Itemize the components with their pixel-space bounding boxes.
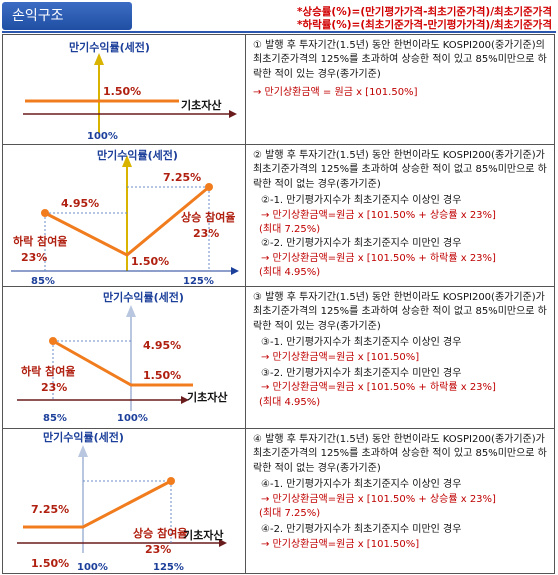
s4-res1: → 만기상환금액=원금 x [101.50% + 상승률 x 23%] <box>261 493 496 505</box>
section-4-chart: 만기수익률(세전) 7.25% 1.50% 상승 참여율 23% 기초자산 10… <box>3 429 246 573</box>
s2-res1: → 만기상환금액=원금 x [101.50% + 상승률 x 23%] <box>261 209 496 221</box>
s2-point-left <box>41 209 49 217</box>
s1-x100: 100% <box>87 131 118 142</box>
section-2-chart: 만기수익률(세전) 7.25% 4.95% 1.50% 상승 참여율 23% 하… <box>3 145 246 287</box>
section-4-chart-svg: 만기수익률(세전) 7.25% 1.50% 상승 참여율 23% 기초자산 10… <box>17 430 227 573</box>
section-1-chart-svg: 만기수익률(세전) 1.50% 기초자산 100% <box>23 40 237 142</box>
s3-sub1: ③-1. 만기평가지수가 최초기준지수 이상인 경우 <box>261 337 462 349</box>
s3-max2: (최대 4.95%) <box>259 396 321 408</box>
section-2: 만기수익률(세전) 7.25% 4.95% 1.50% 상승 참여율 23% 하… <box>3 145 554 287</box>
s2-max2: (최대 4.95%) <box>259 267 321 279</box>
section-3-chart: 만기수익률(세전) 4.95% 1.50% 하락 참여율 23% 기초자산 85… <box>3 287 246 428</box>
s1-xlabel: 기초자산 <box>181 98 221 112</box>
s3-down-rate: 23% <box>41 381 67 394</box>
s4-xlabel: 기초자산 <box>183 528 223 542</box>
section-2-text: ② 발행 후 투자기간(1.5년) 동안 한번이라도 KOSPI200(종가기준… <box>253 149 551 281</box>
s2-res2: → 만기상환금액=원금 x [101.50% + 하락률 x 23%] <box>261 252 496 264</box>
s4-up-label: 상승 참여율 <box>133 526 187 540</box>
s4-flat-label: 1.50% <box>31 557 69 570</box>
s2-payoff-line <box>44 185 210 257</box>
section-1: 만기수익률(세전) 1.50% 기초자산 100% ① 발행 후 투자기간(1.… <box>3 35 554 145</box>
s4-res2: → 만기상환금액=원금 x [101.50%] <box>261 538 420 550</box>
s3-xlabel: 기초자산 <box>187 390 227 404</box>
s2-sub2: ②-2. 만기평가지수가 최초기준지수 미만인 경우 <box>261 238 462 250</box>
s2-down-rate: 23% <box>21 251 47 264</box>
s4-sub2: ④-2. 만기평가지수가 최초기준지수 미만인 경우 <box>261 524 462 536</box>
section-3-chart-svg: 만기수익률(세전) 4.95% 1.50% 하락 참여율 23% 기초자산 85… <box>17 290 227 424</box>
s2-mid-label: 1.50% <box>131 255 169 268</box>
s2-up-label: 상승 참여율 <box>181 210 235 224</box>
page-title: 손익구조 <box>2 2 132 30</box>
s2-point-right <box>205 183 213 191</box>
s3-point-left <box>49 337 57 345</box>
section-4: 만기수익률(세전) 7.25% 1.50% 상승 참여율 23% 기초자산 10… <box>3 429 554 573</box>
s1-rate-label: 1.50% <box>103 85 141 98</box>
s4-condition: ④ 발행 후 투자기간(1.5년) 동안 한번이라도 KOSPI200(종가기준… <box>253 434 547 474</box>
section-2-chart-svg: 만기수익률(세전) 7.25% 4.95% 1.50% 상승 참여율 23% 하… <box>11 148 239 287</box>
s3-ylabel: 만기수익률(세전) <box>103 290 184 304</box>
s2-sub1: ②-1. 만기평가지수가 최초기준지수 이상인 경우 <box>261 195 462 207</box>
s1-y-arrow <box>94 53 104 65</box>
s3-flat-label: 1.50% <box>143 369 181 382</box>
s2-y-arrow <box>122 155 132 167</box>
s2-left-label: 4.95% <box>61 197 99 210</box>
s4-x125: 125% <box>153 562 184 573</box>
section-1-chart: 만기수익률(세전) 1.50% 기초자산 100% <box>3 35 246 144</box>
formula-rise-rate: *상승률(%)=(만기평가가격-최초기준가격)/최초기준가격 <box>296 6 552 18</box>
s2-x-arrow <box>231 267 239 275</box>
s3-y-arrow <box>126 305 136 317</box>
s4-point-right <box>167 477 175 485</box>
s3-payoff-line <box>52 339 193 387</box>
s4-x-arrow <box>219 539 227 547</box>
section-3: 만기수익률(세전) 4.95% 1.50% 하락 참여율 23% 기초자산 85… <box>3 287 554 429</box>
s4-y-arrow <box>78 445 88 457</box>
s4-x100: 100% <box>77 562 108 573</box>
s2-max1: (최대 7.25%) <box>259 224 321 236</box>
s4-payoff-line <box>23 479 172 529</box>
s3-x-arrow <box>181 396 189 404</box>
s4-max1: (최대 7.25%) <box>259 508 321 520</box>
s4-max-label: 7.25% <box>31 503 69 516</box>
s2-condition: ② 발행 후 투자기간(1.5년) 동안 한번이라도 KOSPI200(종가기준… <box>253 150 547 190</box>
s1-ylabel: 만기수익률(세전) <box>69 40 150 54</box>
s3-condition: ③ 발행 후 투자기간(1.5년) 동안 한번이라도 KOSPI200(종가기준… <box>253 292 547 332</box>
s2-x85: 85% <box>31 276 55 287</box>
s3-res2: → 만기상환금액=원금 x [101.50% + 하락률 x 23%] <box>261 382 496 394</box>
s1-x-arrow <box>229 110 237 118</box>
s3-x85: 85% <box>43 413 67 424</box>
s1-result: → 만기상환금액 = 원금 x [101.50%] <box>253 87 418 99</box>
s4-up-rate: 23% <box>145 543 171 556</box>
s1-condition: ① 발행 후 투자기간(1.5년) 동안 한번이라도 KOSPI200(중가기준… <box>253 40 547 80</box>
s3-x100: 100% <box>117 413 148 424</box>
title-divider <box>2 31 556 33</box>
section-1-text: ① 발행 후 투자기간(1.5년) 동안 한번이라도 KOSPI200(중가기준… <box>253 39 551 101</box>
s3-down-label: 하락 참여율 <box>21 364 75 378</box>
section-3-text: ③ 발행 후 투자기간(1.5년) 동안 한번이라도 KOSPI200(종가기준… <box>253 291 551 410</box>
s4-sub1: ④-1. 만기평가지수가 최초기준지수 이상인 경우 <box>261 479 462 491</box>
s3-sub2: ③-2. 만기평가지수가 최초기준지수 미만인 경우 <box>261 368 462 380</box>
section-4-text: ④ 발행 후 투자기간(1.5년) 동안 한번이라도 KOSPI200(종가기준… <box>253 433 551 552</box>
s2-up-rate: 23% <box>193 227 219 240</box>
s2-ylabel: 만기수익률(세전) <box>97 148 178 162</box>
s2-x125: 125% <box>183 276 214 287</box>
formula-fall-rate: *하락률(%)=(최초기준가격-만기평가가격)/최초기준가격 <box>296 19 552 31</box>
s2-max-label: 7.25% <box>163 171 201 184</box>
s4-ylabel: 만기수익률(세전) <box>43 430 124 444</box>
s2-down-label: 하락 참여율 <box>13 234 67 248</box>
s3-res1: → 만기상환금액=원금 x [101.50%] <box>261 351 420 363</box>
payoff-table: 만기수익률(세전) 1.50% 기초자산 100% ① 발행 후 투자기간(1.… <box>2 34 555 574</box>
s3-max-label: 4.95% <box>143 339 181 352</box>
